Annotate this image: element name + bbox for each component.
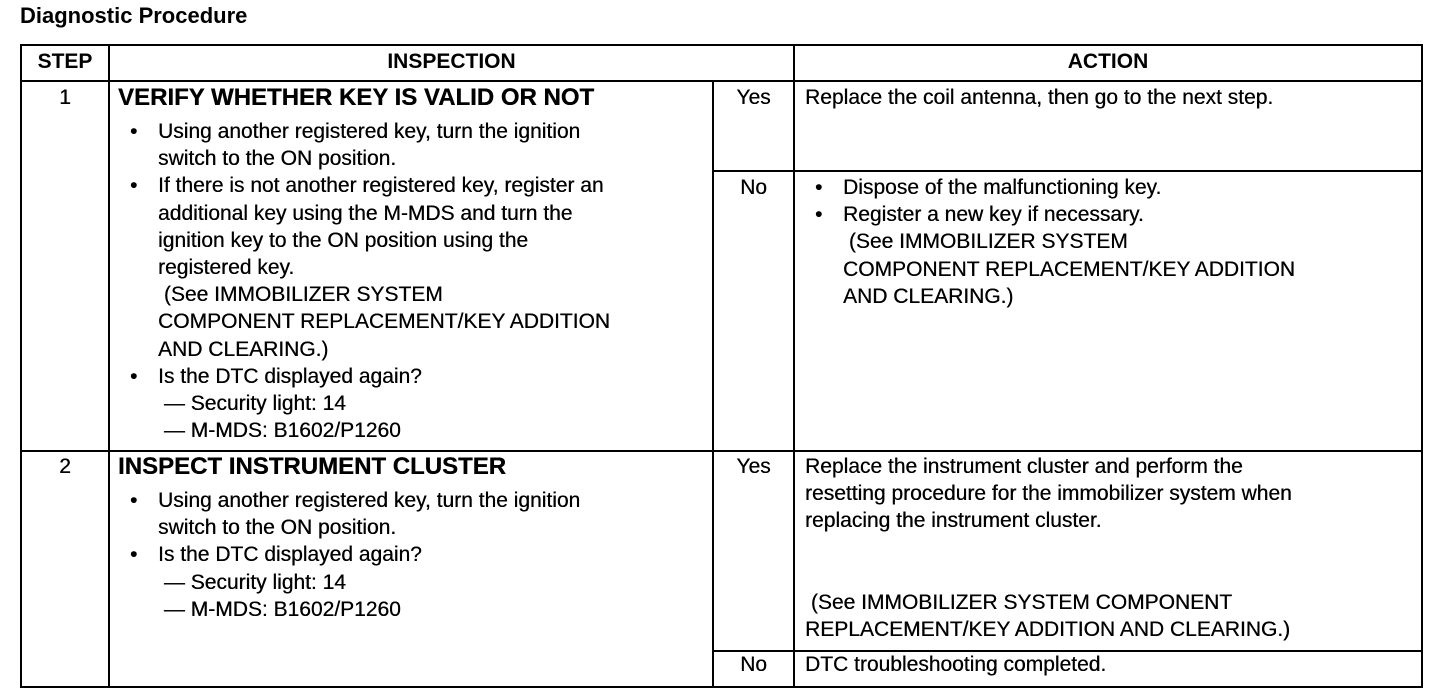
inspection-block: VERIFY WHETHER KEY IS VALID OR NOT Using … (118, 84, 610, 444)
header-action: ACTION (793, 44, 1423, 82)
text-line: If there is not another registered key, … (158, 174, 604, 198)
text-line: REPLACEMENT/KEY ADDITION AND CLEARING.) (805, 618, 1291, 642)
action-no-cell (793, 650, 1423, 688)
step-title: VERIFY WHETHER KEY IS VALID OR NOT (118, 84, 595, 111)
text-line: Dispose of the malfunctioning key. (843, 176, 1162, 199)
text-line: COMPONENT REPLACEMENT/KEY ADDITION (843, 257, 1295, 281)
action-no-text: DTC troubleshooting completed. (805, 651, 1106, 678)
yes-label: Yes (736, 455, 771, 478)
text-line: Using another registered key, turn the i… (158, 120, 581, 143)
text-line: — M-MDS: B1602/P1260 (158, 597, 401, 621)
step-cell (20, 80, 110, 452)
text-line: ignition key to the ON position using th… (158, 228, 529, 252)
text-line: Replace the coil antenna, then go to the… (805, 86, 1274, 109)
text-line: (See IMMOBILIZER SYSTEM (843, 230, 1128, 254)
text-line: AND CLEARING.) (843, 284, 1014, 308)
text-line: — Security light: 14 (158, 392, 346, 416)
step-cell (20, 450, 110, 688)
text-line: AND CLEARING.) (158, 337, 329, 361)
text-line: additional key using the M-MDS and turn … (158, 201, 573, 225)
bullet-item: Using another registered key, turn the i… (130, 118, 610, 172)
bullet-item: Using another registered key, turn the i… (130, 487, 580, 541)
no-label: No (740, 653, 767, 676)
step-number: 1 (59, 86, 71, 109)
step-number: 2 (59, 455, 71, 478)
text-line: registered key. (158, 256, 295, 280)
bullet-item: If there is not another registered key, … (130, 172, 610, 362)
yes-cell (712, 450, 795, 652)
text-line: — Security light: 14 (158, 570, 346, 594)
step-title: INSPECT INSTRUMENT CLUSTER (118, 453, 507, 480)
text-line: — M-MDS: B1602/P1260 (158, 419, 401, 443)
text-line: Register a new key if necessary. (843, 203, 1144, 227)
page-title: Diagnostic Procedure (20, 3, 248, 28)
action-yes-text: Replace the coil antenna, then go to the… (805, 84, 1273, 111)
bullet-item: Is the DTC displayed again? — Security l… (130, 363, 610, 445)
action-no-list: Dispose of the malfunctioning key.Regist… (815, 174, 1295, 310)
action-yes-text: Replace the instrument cluster and perfo… (805, 453, 1292, 535)
text-line: Replace the instrument cluster and perfo… (805, 455, 1243, 478)
text-line: DTC troubleshooting completed. (805, 653, 1107, 676)
bullet-item: Register a new key if necessary. (See IM… (815, 201, 1295, 310)
text-line: Is the DTC displayed again? (158, 364, 422, 388)
text-line: switch to the ON position. (158, 516, 397, 540)
no-cell (712, 170, 795, 452)
text-line: switch to the ON position. (158, 147, 397, 171)
text-line: Using another registered key, turn the i… (158, 489, 581, 512)
text-line: COMPONENT REPLACEMENT/KEY ADDITION (158, 310, 610, 334)
header-inspection: INSPECTION (108, 44, 795, 82)
header-step: STEP (20, 44, 110, 82)
text-line: (See IMMOBILIZER SYSTEM (158, 283, 443, 307)
inspection-block: INSPECT INSTRUMENT CLUSTER Using another … (118, 453, 580, 623)
text-line: replacing the instrument cluster. (805, 509, 1102, 533)
text-line: resetting procedure for the immobilizer … (805, 482, 1292, 506)
yes-label: Yes (736, 86, 771, 109)
text-line: Is the DTC displayed again? (158, 543, 422, 567)
bullet-item: Dispose of the malfunctioning key. (815, 174, 1295, 201)
action-yes-reference: (See IMMOBILIZER SYSTEM COMPONENT REPLACE… (805, 589, 1290, 643)
text-line: (See IMMOBILIZER SYSTEM COMPONENT (805, 591, 1233, 614)
bullet-item: Is the DTC displayed again? — Security l… (130, 541, 580, 623)
no-label: No (740, 176, 767, 199)
